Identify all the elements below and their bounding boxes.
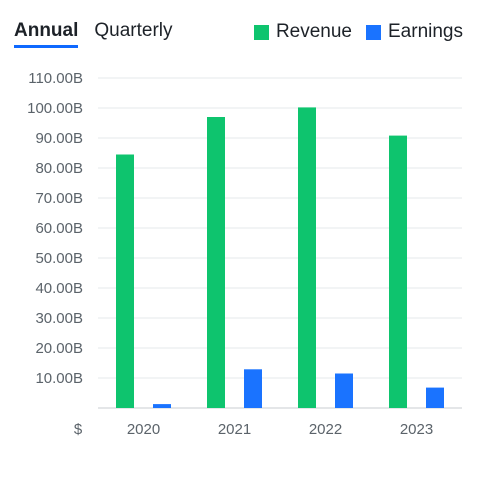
- y-tick-label: 80.00B: [35, 160, 83, 177]
- bar-earnings-2022: [335, 373, 353, 408]
- y-tick-label: 10.00B: [35, 370, 83, 387]
- y-tick-label: 110.00B: [28, 70, 83, 87]
- bar-revenue-2022: [298, 107, 316, 409]
- legend-label-earnings: Earnings: [388, 21, 463, 42]
- y-tick-label: 20.00B: [35, 340, 83, 357]
- y-tick-label: 30.00B: [35, 310, 83, 327]
- bar-earnings-2023: [426, 387, 444, 408]
- y-tick-label: 60.00B: [35, 220, 83, 237]
- period-tabs: Annual Quarterly: [14, 20, 173, 48]
- legend-item-revenue[interactable]: Revenue: [253, 21, 352, 43]
- tab-annual[interactable]: Annual: [14, 20, 79, 48]
- tab-quarterly[interactable]: Quarterly: [94, 20, 173, 41]
- legend-item-earnings[interactable]: Earnings: [366, 21, 463, 43]
- y-tick-label: 70.00B: [35, 190, 83, 207]
- legend-swatch-revenue: [253, 24, 269, 40]
- chart-legend: Revenue Earnings: [253, 21, 463, 43]
- y-tick-label: 90.00B: [35, 130, 83, 147]
- x-tick-label: 2022: [309, 421, 342, 438]
- bar-revenue-2021: [207, 117, 225, 408]
- y-tick-label: 40.00B: [35, 280, 83, 297]
- legend-swatch-earnings: [366, 24, 381, 40]
- y-tick-label: 100.00B: [27, 100, 83, 117]
- bar-earnings-2020: [153, 404, 171, 408]
- y-unit-label: $: [74, 421, 83, 438]
- bar-revenue-2023: [389, 135, 407, 408]
- y-tick-label: 50.00B: [35, 250, 83, 267]
- bar-earnings-2021: [244, 369, 262, 408]
- x-tick-label: 2023: [400, 421, 433, 438]
- x-tick-label: 2020: [127, 421, 160, 438]
- legend-label-revenue: Revenue: [275, 21, 352, 42]
- bar-revenue-2020: [116, 154, 134, 408]
- x-tick-label: 2021: [218, 421, 251, 438]
